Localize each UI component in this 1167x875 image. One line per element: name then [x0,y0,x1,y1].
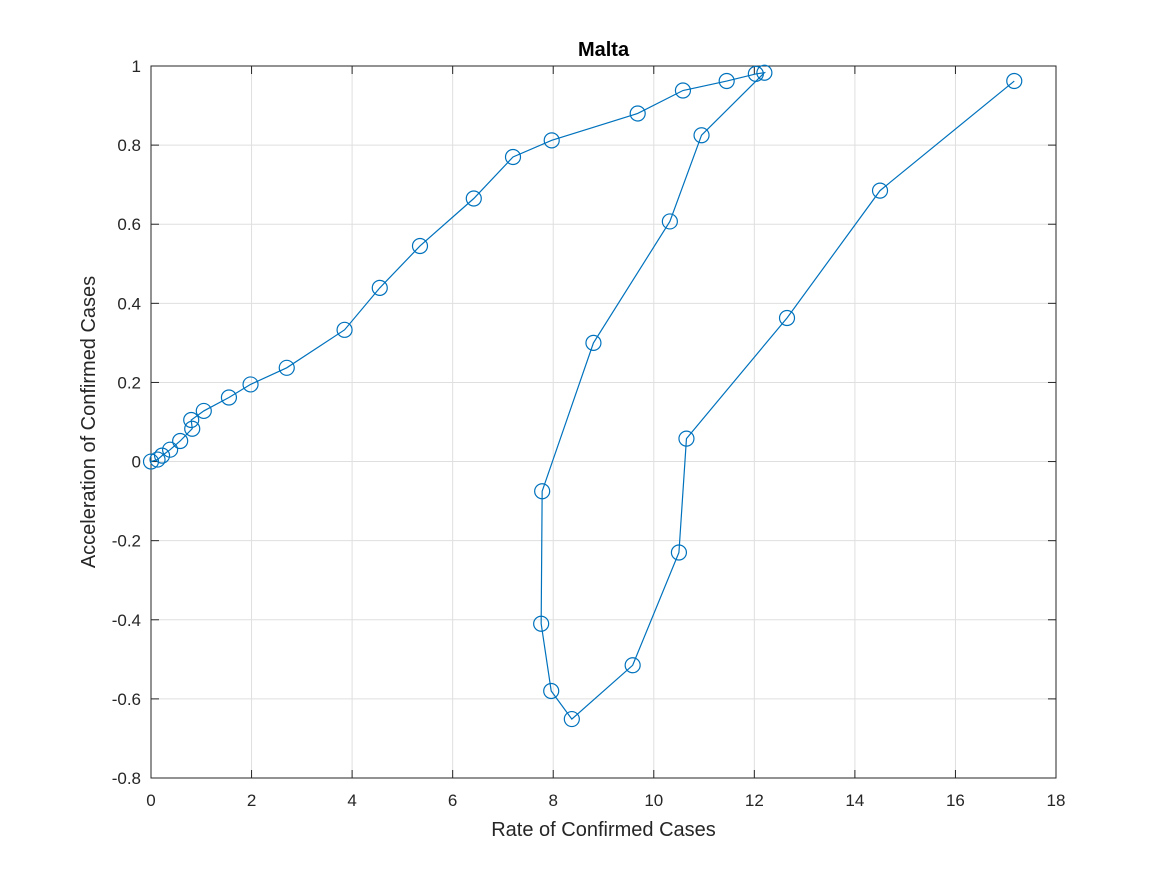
data-point-marker [504,148,522,166]
data-point-marker [756,64,773,81]
data-point-marker [153,447,171,464]
plot-area-border [150,65,1057,779]
data-point-marker [563,710,580,728]
data-point-marker [465,190,482,207]
data-point-marker [371,279,388,297]
x-axis-label: Rate of Confirmed Cases [491,819,716,841]
x-tick-label: 2 [247,791,256,810]
data-point-marker [543,132,560,149]
y-tick-label: 0.2 [117,373,141,392]
x-tick-label: 14 [845,791,864,810]
data-point-marker [661,213,678,230]
y-tick-label: 1 [132,57,141,76]
grid-lines [151,66,1056,778]
x-tick-label: 16 [946,791,965,810]
data-point-marker [693,127,710,144]
x-tick-label: 10 [644,791,663,810]
y-tick-label: -0.6 [112,690,141,709]
data-point-marker [585,334,602,351]
data-point-marker [533,615,550,632]
x-tick-label: 12 [745,791,764,810]
y-tick-label: -0.8 [112,769,141,788]
x-tick-label: 18 [1047,791,1066,810]
data-point-marker [172,432,189,450]
data-point-marker [624,657,641,674]
data-point-marker [1006,72,1023,90]
data-point-marker [278,359,295,376]
data-point-marker [411,237,429,255]
data-point-marker [220,389,238,406]
y-tick-label: 0 [132,453,141,472]
data-point-marker [670,544,688,561]
x-tick-label: 8 [548,791,557,810]
data-point-marker [149,451,166,468]
data-point-marker [242,376,259,393]
data-series [142,64,1023,728]
x-tick-label: 4 [347,791,356,810]
y-tick-label: 0.6 [117,215,141,234]
data-point-marker [747,65,764,83]
data-point-marker [534,483,551,500]
data-point-marker [543,682,560,700]
data-point-marker [678,430,695,447]
data-point-marker [184,420,201,437]
y-tick-label: -0.4 [112,611,141,630]
axis-ticks: 0 2 4 6 8 10 12 14 16 18 -0.8 -0.6 -0.4 -0.2 0 0.2 0.4 0.… [112,57,1066,810]
y-axis-label: Acceleration of Confirmed Cases [78,276,100,568]
data-point-marker [336,321,353,338]
data-point-marker [195,402,212,420]
y-tick-label: 0.8 [117,136,141,155]
data-point-marker [871,182,889,199]
chart-title: Malta [578,39,630,61]
x-tick-label: 0 [146,791,155,810]
data-point-marker [162,441,179,458]
y-tick-label: 0.4 [117,294,141,313]
x-tick-label: 6 [448,791,457,810]
data-point-marker [778,309,796,327]
data-point-marker [718,72,735,90]
data-point-marker [183,411,200,429]
series-line [150,71,1015,720]
y-tick-label: -0.2 [112,532,141,551]
data-point-marker [629,105,646,122]
data-point-marker [674,82,692,99]
